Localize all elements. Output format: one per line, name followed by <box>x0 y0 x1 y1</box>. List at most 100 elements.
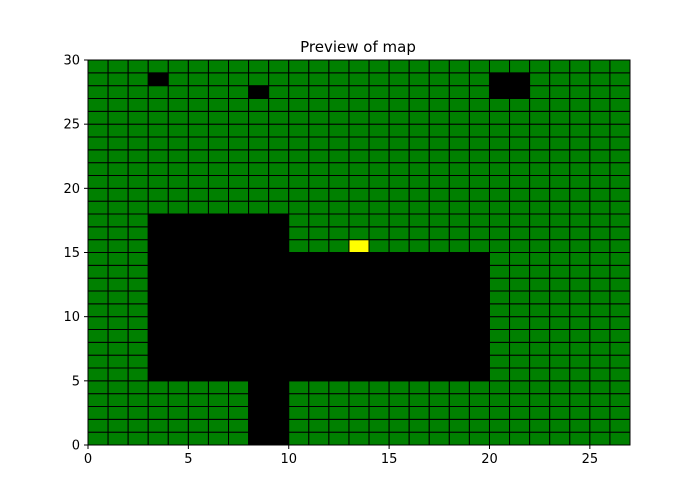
map-cell-obstacle <box>448 354 470 369</box>
map-cell-free <box>388 393 410 407</box>
map-cell-free <box>348 187 370 202</box>
map-cell-free <box>248 98 270 112</box>
map-cell-free <box>288 226 310 241</box>
map-cell-free <box>127 406 149 420</box>
map-cell-free <box>127 329 149 343</box>
map-cell-obstacle <box>268 367 290 382</box>
map-cell-obstacle <box>408 367 430 382</box>
map-cell-free <box>468 200 490 215</box>
map-cell-free <box>448 431 470 446</box>
map-cell-free <box>308 136 330 151</box>
map-cell-obstacle <box>448 277 470 292</box>
map-cell-free <box>127 98 149 112</box>
map-cell-free <box>187 431 209 446</box>
map-cell-free <box>187 59 209 74</box>
map-cell-obstacle <box>408 252 430 266</box>
map-cell-free <box>428 162 450 177</box>
map-cell-free <box>408 406 430 420</box>
map-cell-obstacle <box>268 226 290 241</box>
map-cell-free <box>509 98 531 112</box>
map-cell-free <box>127 431 149 446</box>
map-cell-free <box>228 393 250 407</box>
map-cell-free <box>549 303 571 318</box>
map-cell-free <box>87 406 109 420</box>
map-cell-free <box>589 200 611 215</box>
map-cell-obstacle <box>468 329 490 343</box>
map-cell-obstacle <box>448 367 470 382</box>
map-cell-obstacle <box>328 329 350 343</box>
map-cell-free <box>248 149 270 164</box>
map-cell-obstacle <box>448 290 470 305</box>
map-cell-free <box>308 431 330 446</box>
map-cell-free <box>468 162 490 177</box>
map-cell-obstacle <box>147 264 169 279</box>
map-cell-free <box>107 252 129 266</box>
map-cell-free <box>87 85 109 99</box>
map-cell-free <box>127 239 149 254</box>
map-cell-free <box>87 110 109 125</box>
map-cell-free <box>288 162 310 177</box>
map-cell-free <box>107 264 129 279</box>
map-cell-free <box>308 85 330 99</box>
map-cell-obstacle <box>248 406 270 420</box>
map-cell-obstacle <box>207 239 230 254</box>
y-tick-label: 5 <box>72 374 80 389</box>
map-cell-free <box>207 149 230 164</box>
map-cell-free <box>147 149 169 164</box>
y-tick-label: 25 <box>63 118 80 133</box>
map-cell-free <box>609 85 631 99</box>
map-cell-free <box>428 380 450 395</box>
map-cell-obstacle <box>348 303 370 318</box>
map-cell-free <box>368 418 390 433</box>
map-cell-free <box>488 418 511 433</box>
map-cell-free <box>308 380 330 395</box>
map-cell-free <box>609 406 631 420</box>
map-cell-free <box>448 136 470 151</box>
map-cell-free <box>228 431 250 446</box>
map-cell-obstacle <box>147 213 169 228</box>
map-cell-obstacle <box>308 367 330 382</box>
map-cell-free <box>348 175 370 189</box>
map-cell-free <box>87 354 109 369</box>
map-cell-free <box>187 393 209 407</box>
map-cell-free <box>569 393 591 407</box>
map-cell-obstacle <box>187 226 209 241</box>
map-cell-free <box>468 187 490 202</box>
map-cell-free <box>87 329 109 343</box>
map-cell-free <box>328 98 350 112</box>
map-cell-obstacle <box>468 367 490 382</box>
map-cell-free <box>428 136 450 151</box>
map-cell-free <box>388 226 410 241</box>
map-cell-free <box>107 277 129 292</box>
map-cell-free <box>448 162 470 177</box>
map-cell-obstacle <box>167 213 189 228</box>
map-cell-free <box>87 264 109 279</box>
x-tick-label: 25 <box>582 452 599 467</box>
map-cell-free <box>488 303 511 318</box>
map-cell-obstacle <box>388 367 410 382</box>
map-grid <box>87 59 631 446</box>
map-cell-free <box>107 239 129 254</box>
map-cell-obstacle <box>248 367 270 382</box>
map-cell-free <box>308 59 330 74</box>
map-cell-free <box>549 226 571 241</box>
map-cell-free <box>448 418 470 433</box>
map-cell-obstacle <box>288 303 310 318</box>
map-cell-obstacle <box>368 252 390 266</box>
map-cell-free <box>288 213 310 228</box>
map-cell-free <box>488 187 511 202</box>
map-cell-free <box>107 200 129 215</box>
map-cell-obstacle <box>268 329 290 343</box>
map-cell-free <box>569 200 591 215</box>
map-cell-free <box>549 264 571 279</box>
map-cell-free <box>107 406 129 420</box>
map-cell-free <box>549 431 571 446</box>
map-cell-free <box>368 213 390 228</box>
map-cell-free <box>207 380 230 395</box>
map-cell-free <box>268 200 290 215</box>
map-cell-free <box>127 136 149 151</box>
map-cell-free <box>549 213 571 228</box>
map-cell-free <box>589 418 611 433</box>
map-cell-free <box>228 162 250 177</box>
map-cell-free <box>428 149 450 164</box>
